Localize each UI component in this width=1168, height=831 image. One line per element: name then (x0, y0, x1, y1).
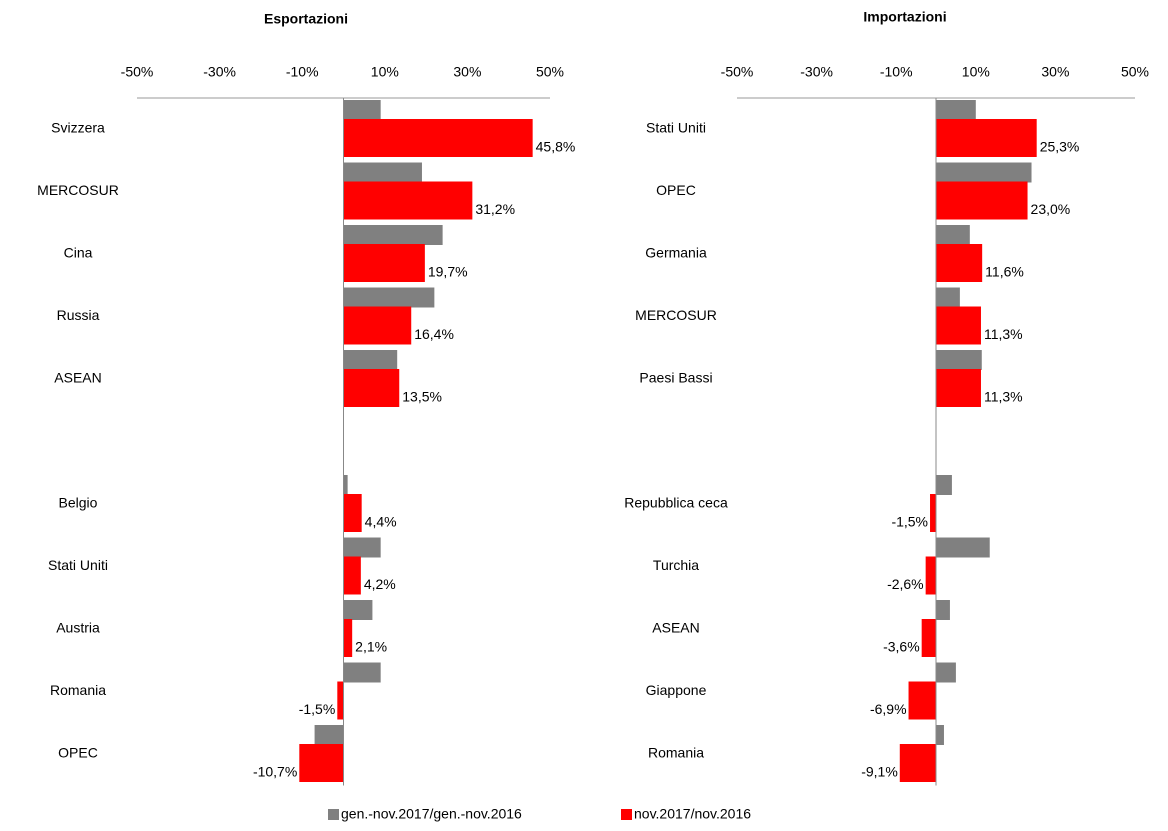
bar (343, 162, 422, 183)
bar (925, 556, 936, 595)
bar (908, 681, 936, 720)
bar (343, 619, 353, 657)
bar (936, 475, 952, 495)
category-label: Romania (50, 682, 106, 698)
bar (343, 662, 381, 683)
x-tick-label: 50% (536, 64, 564, 80)
legend-swatch (328, 809, 339, 820)
category-label: Romania (648, 745, 704, 761)
bar (936, 181, 1028, 220)
category-label: Stati Uniti (48, 557, 108, 573)
x-tick-label: 10% (371, 64, 399, 80)
bar (314, 725, 344, 745)
x-tick-label: -50% (721, 64, 754, 80)
x-tick-label: -50% (121, 64, 154, 80)
value-label: 11,3% (984, 326, 1023, 342)
bar (343, 181, 473, 220)
bar (936, 162, 1032, 183)
bar (343, 119, 533, 157)
x-tick-label: -30% (800, 64, 833, 80)
bar (343, 306, 412, 345)
bar (921, 619, 936, 657)
bar (343, 475, 348, 495)
category-label: MERCOSUR (635, 307, 717, 323)
x-tick-label: -10% (880, 64, 913, 80)
bar (343, 556, 361, 595)
x-tick-label: -30% (203, 64, 236, 80)
value-label: -2,6% (887, 576, 924, 592)
value-label: -10,7% (253, 764, 297, 780)
bar (343, 244, 425, 282)
bar (343, 494, 362, 532)
bar (899, 744, 936, 782)
category-label: Stati Uniti (646, 120, 706, 136)
value-label: -9,1% (861, 764, 898, 780)
bar (936, 119, 1037, 157)
x-tick-label: 10% (962, 64, 990, 80)
value-label: 16,4% (414, 326, 454, 342)
category-label: Belgio (59, 495, 98, 511)
bar (936, 306, 981, 345)
x-tick-label: 50% (1121, 64, 1149, 80)
category-label: Repubblica ceca (624, 495, 728, 511)
value-label: 23,0% (1031, 201, 1071, 217)
category-label: Germania (645, 245, 707, 261)
category-label: OPEC (58, 745, 98, 761)
value-label: 25,3% (1040, 139, 1080, 155)
value-label: 11,3% (984, 389, 1023, 405)
value-label: 4,2% (364, 576, 396, 592)
category-label: ASEAN (652, 620, 699, 636)
bar (936, 600, 950, 620)
bar (936, 225, 970, 245)
value-label: 45,8% (536, 139, 576, 155)
bar (936, 350, 982, 370)
bar (936, 725, 944, 745)
x-tick-label: 30% (1041, 64, 1069, 80)
category-label: Turchia (653, 557, 699, 573)
value-label: 31,2% (475, 201, 515, 217)
value-label: -3,6% (883, 639, 920, 655)
x-tick-label: 30% (453, 64, 481, 80)
legend-label: nov.2017/nov.2016 (634, 806, 751, 822)
chart-title: Esportazioni (264, 11, 348, 27)
bar (930, 494, 936, 532)
value-label: 13,5% (402, 389, 442, 405)
bar (343, 369, 400, 407)
bar (343, 287, 435, 308)
value-label: 11,6% (985, 264, 1024, 280)
category-label: Paesi Bassi (639, 370, 712, 386)
bar (936, 287, 960, 308)
bar (936, 662, 956, 683)
bar (936, 537, 990, 558)
bar (936, 244, 983, 282)
category-label: Giappone (646, 682, 707, 698)
category-label: OPEC (656, 182, 696, 198)
legend-swatch (621, 809, 632, 820)
category-label: Cina (64, 245, 93, 261)
value-label: 4,4% (365, 514, 397, 530)
bar (936, 100, 976, 120)
bar (343, 225, 443, 245)
category-label: MERCOSUR (37, 182, 119, 198)
category-label: Austria (56, 620, 100, 636)
bar (337, 681, 344, 720)
value-label: -6,9% (870, 701, 907, 717)
bar (936, 369, 981, 407)
value-label: -1,5% (299, 701, 336, 717)
category-label: ASEAN (54, 370, 101, 386)
value-label: 19,7% (428, 264, 468, 280)
bar (343, 100, 381, 120)
legend-label: gen.-nov.2017/gen.-nov.2016 (341, 806, 522, 822)
chart-title: Importazioni (863, 9, 946, 25)
category-label: Russia (57, 307, 100, 323)
bar (343, 537, 381, 558)
value-label: -1,5% (891, 514, 928, 530)
x-tick-label: -10% (286, 64, 319, 80)
bar (343, 350, 398, 370)
bar (343, 600, 373, 620)
value-label: 2,1% (355, 639, 387, 655)
category-label: Svizzera (51, 120, 105, 136)
bar (299, 744, 344, 782)
